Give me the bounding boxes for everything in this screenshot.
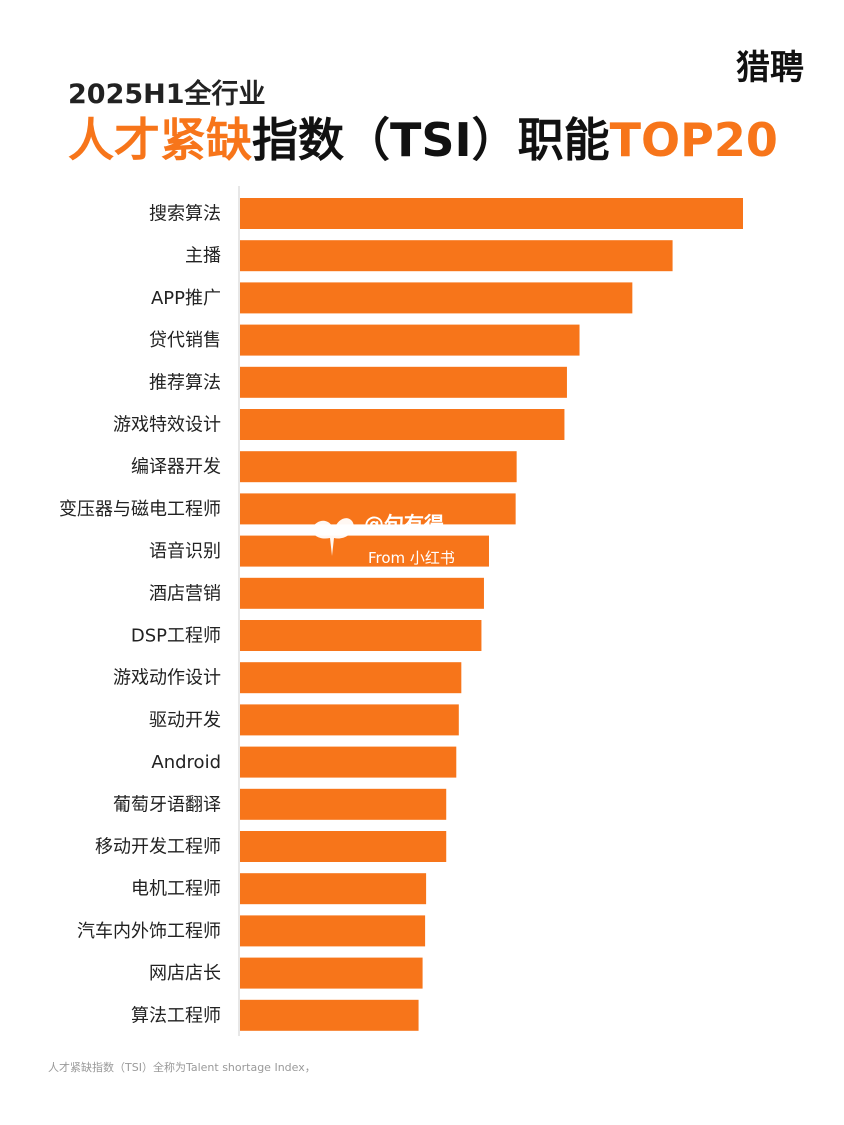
chart-title: 人才紧缺指数（TSI）职能TOP20: [68, 110, 778, 170]
bar-16: [240, 831, 447, 862]
bar-5: [240, 366, 567, 398]
category-label-2: 主播: [185, 246, 221, 267]
category-label-10: 酒店营销: [149, 583, 221, 604]
category-label-20: 算法工程师: [131, 1005, 221, 1026]
chart-subtitle: 2025H1全行业: [68, 79, 266, 110]
bar-11: [240, 620, 482, 651]
bar-14: [240, 746, 457, 778]
category-label-11: DSP工程师: [131, 626, 221, 647]
title-highlight-1: 人才紧缺: [68, 113, 252, 167]
bar-17: [240, 873, 427, 905]
category-label-8: 变压器与磁电工程师: [59, 499, 221, 520]
bar-10: [240, 577, 484, 609]
bar-12: [240, 662, 462, 694]
bar-15: [240, 788, 447, 820]
bar-9: [240, 535, 489, 567]
category-label-9: 语音识别: [149, 541, 221, 562]
title-highlight-2: TOP20: [609, 113, 778, 167]
bar-13: [240, 704, 459, 736]
category-label-1: 搜索算法: [149, 204, 221, 225]
bar-4: [240, 324, 580, 356]
category-label-5: 推荐算法: [149, 372, 221, 393]
bar-8: [240, 493, 516, 525]
category-label-7: 编译器开发: [131, 457, 221, 478]
bar-7: [240, 451, 517, 483]
category-label-15: 葡萄牙语翻译: [113, 794, 221, 815]
xiaohongshu-bird-icon: [308, 508, 356, 562]
category-label-13: 驱动开发: [149, 710, 221, 731]
title-main: 指数（TSI）职能: [252, 113, 610, 167]
category-label-12: 游戏动作设计: [113, 668, 221, 689]
category-label-14: Android: [151, 752, 221, 773]
category-label-19: 网店店长: [149, 963, 221, 984]
bar-6: [240, 409, 565, 440]
category-label-16: 移动开发工程师: [95, 837, 221, 858]
bar-19: [240, 957, 423, 989]
category-label-6: 游戏特效设计: [113, 415, 221, 436]
category-label-3: APP推广: [151, 288, 221, 309]
bar-18: [240, 915, 426, 947]
watermark-handle: @句有得: [364, 512, 444, 536]
footnote-line-1: 人才紧缺指数（TSI）全称为Talent shortage Index，: [48, 1061, 316, 1074]
watermark-source: From 小红书: [368, 549, 455, 567]
category-label-17: 电机工程师: [131, 879, 221, 900]
category-label-4: 贷代销售: [149, 330, 221, 351]
category-label-18: 汽车内外饰工程师: [77, 921, 221, 942]
bar-2: [240, 240, 673, 272]
bar-3: [240, 282, 633, 314]
bar-1: [240, 198, 743, 229]
brand-logo: 猎聘: [736, 48, 804, 88]
bar-20: [240, 999, 419, 1031]
bars-group: [240, 198, 743, 1031]
